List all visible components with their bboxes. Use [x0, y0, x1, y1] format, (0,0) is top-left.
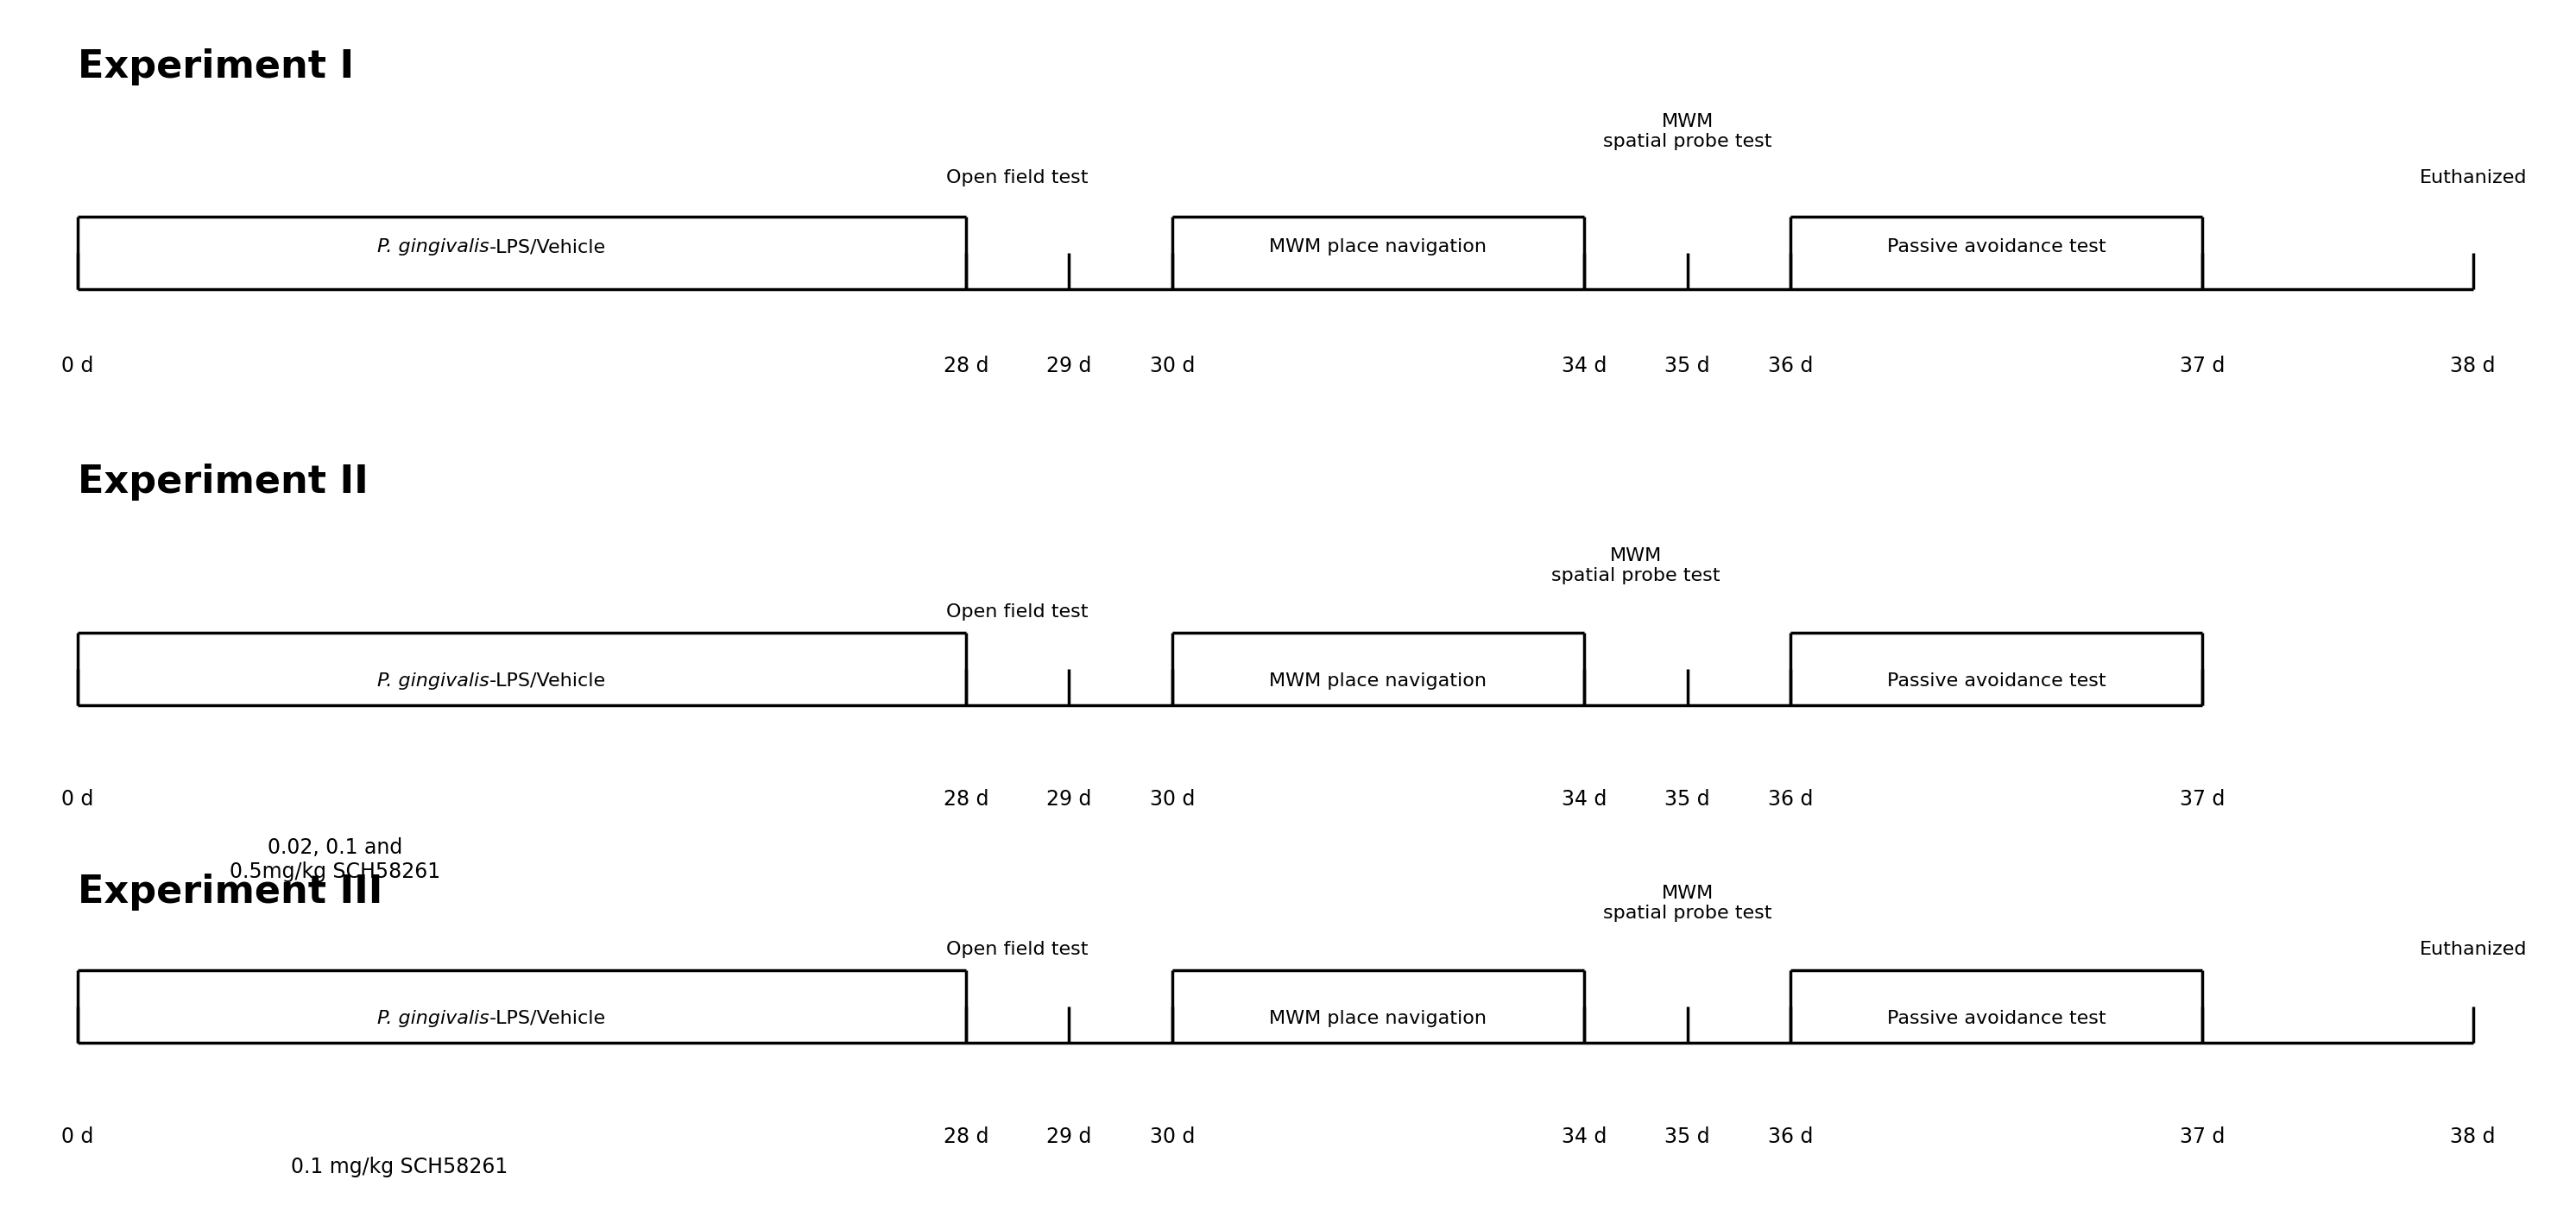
Text: Experiment II: Experiment II	[77, 464, 368, 501]
Text: Experiment I: Experiment I	[77, 48, 353, 86]
Text: 30 d: 30 d	[1149, 1127, 1195, 1147]
Text: 0.02, 0.1 and
0.5mg/kg SCH58261: 0.02, 0.1 and 0.5mg/kg SCH58261	[229, 837, 440, 882]
Text: -LPS/Vehicle: -LPS/Vehicle	[489, 672, 605, 689]
Text: Passive avoidance test: Passive avoidance test	[1888, 239, 2105, 255]
Text: 36 d: 36 d	[1767, 789, 1814, 810]
Text: 0 d: 0 d	[62, 1127, 93, 1147]
Text: 34 d: 34 d	[1561, 1127, 1607, 1147]
Text: P. gingivalis: P. gingivalis	[379, 239, 489, 255]
Text: 28 d: 28 d	[943, 789, 989, 810]
Text: Experiment III: Experiment III	[77, 874, 381, 911]
Text: 0 d: 0 d	[62, 355, 93, 376]
Text: -LPS/Vehicle: -LPS/Vehicle	[489, 239, 605, 255]
Text: MWM place navigation: MWM place navigation	[1270, 239, 1486, 255]
Text: MWM place navigation: MWM place navigation	[1270, 672, 1486, 689]
Text: 29 d: 29 d	[1046, 355, 1092, 376]
Text: 0 d: 0 d	[62, 789, 93, 810]
Text: 28 d: 28 d	[943, 355, 989, 376]
Text: 37 d: 37 d	[2179, 355, 2226, 376]
Text: 38 d: 38 d	[2450, 1127, 2496, 1147]
Text: 28 d: 28 d	[943, 1127, 989, 1147]
Text: Open field test: Open field test	[945, 170, 1090, 187]
Text: Passive avoidance test: Passive avoidance test	[1888, 672, 2105, 689]
Text: 37 d: 37 d	[2179, 789, 2226, 810]
Text: P. gingivalis: P. gingivalis	[379, 672, 489, 689]
Text: MWM
spatial probe test: MWM spatial probe test	[1551, 547, 1721, 584]
Text: Euthanized: Euthanized	[2419, 941, 2527, 958]
Text: MWM place navigation: MWM place navigation	[1270, 1010, 1486, 1027]
Text: Open field test: Open field test	[945, 941, 1090, 958]
Text: MWM
spatial probe test: MWM spatial probe test	[1602, 113, 1772, 151]
Text: P. gingivalis: P. gingivalis	[379, 1010, 489, 1027]
Text: 30 d: 30 d	[1149, 789, 1195, 810]
Text: 35 d: 35 d	[1664, 1127, 1710, 1147]
Text: MWM
spatial probe test: MWM spatial probe test	[1602, 884, 1772, 922]
Text: 36 d: 36 d	[1767, 355, 1814, 376]
Text: 29 d: 29 d	[1046, 789, 1092, 810]
Text: 30 d: 30 d	[1149, 355, 1195, 376]
Text: 29 d: 29 d	[1046, 1127, 1092, 1147]
Text: 38 d: 38 d	[2450, 355, 2496, 376]
Text: 34 d: 34 d	[1561, 789, 1607, 810]
Text: 36 d: 36 d	[1767, 1127, 1814, 1147]
Text: 35 d: 35 d	[1664, 789, 1710, 810]
Text: Passive avoidance test: Passive avoidance test	[1888, 1010, 2105, 1027]
Text: 0.1 mg/kg SCH58261: 0.1 mg/kg SCH58261	[291, 1157, 507, 1177]
Text: Open field test: Open field test	[945, 604, 1090, 621]
Text: Euthanized: Euthanized	[2419, 170, 2527, 187]
Text: 35 d: 35 d	[1664, 355, 1710, 376]
Text: -LPS/Vehicle: -LPS/Vehicle	[489, 1010, 605, 1027]
Text: 34 d: 34 d	[1561, 355, 1607, 376]
Text: 37 d: 37 d	[2179, 1127, 2226, 1147]
